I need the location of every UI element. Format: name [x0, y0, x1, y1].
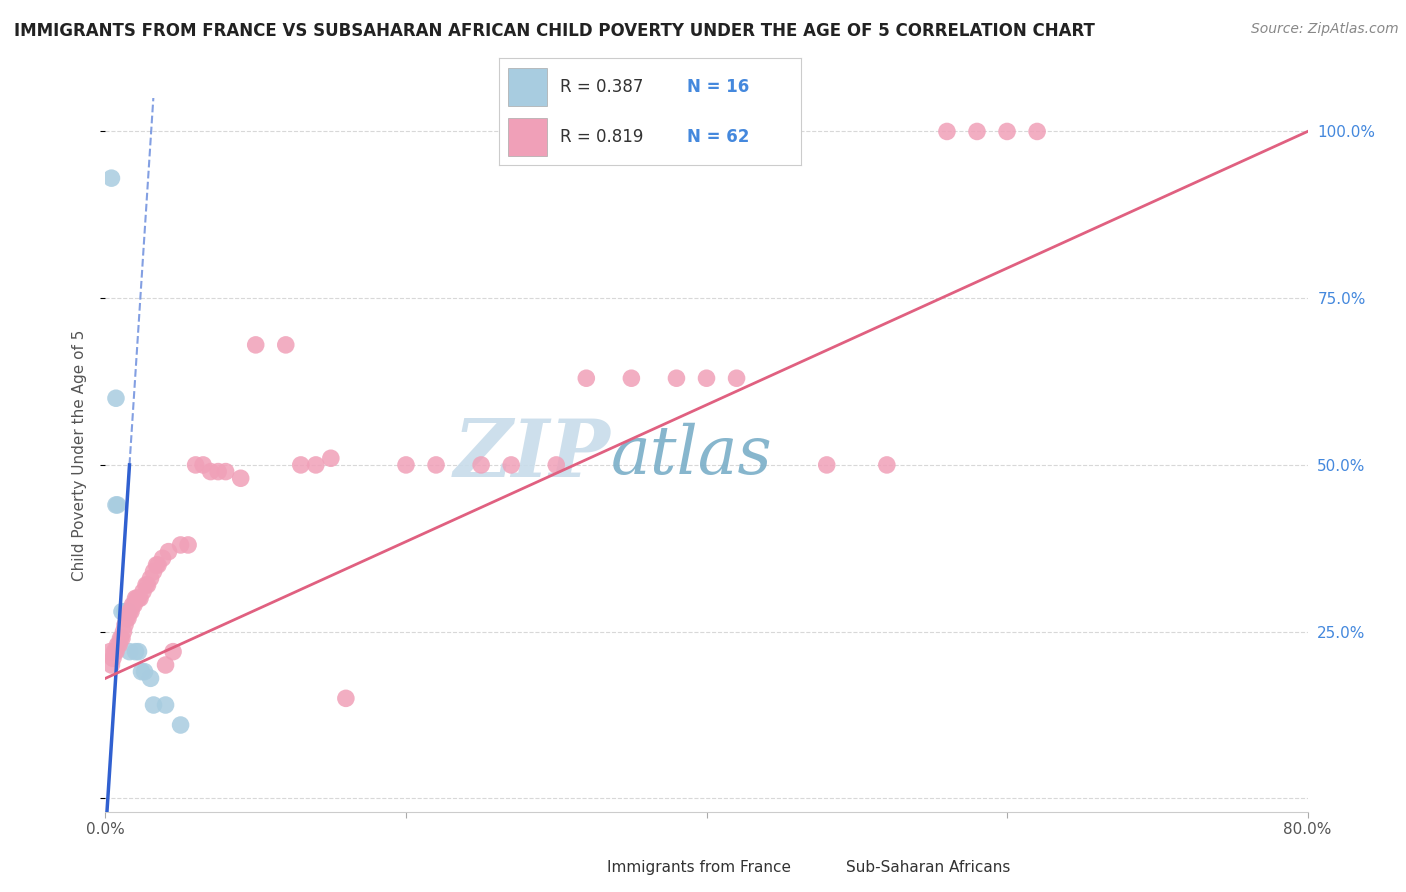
Point: [665, 371, 688, 385]
FancyBboxPatch shape: [508, 118, 547, 156]
Point: [696, 371, 718, 385]
Text: N = 62: N = 62: [686, 128, 749, 146]
Point: [142, 698, 165, 712]
Point: [114, 605, 136, 619]
Point: [108, 638, 131, 652]
Point: [191, 458, 214, 472]
Point: [118, 605, 141, 619]
Text: N = 16: N = 16: [686, 78, 749, 95]
Point: [155, 698, 177, 712]
Text: Sub-Saharan Africans: Sub-Saharan Africans: [846, 860, 1011, 874]
Point: [111, 605, 134, 619]
Point: [101, 651, 124, 665]
Point: [142, 565, 165, 579]
Point: [815, 458, 838, 472]
Point: [177, 538, 200, 552]
Point: [131, 665, 153, 679]
Point: [107, 498, 129, 512]
Point: [145, 558, 167, 572]
Point: [104, 391, 127, 405]
Point: [876, 458, 898, 472]
Point: [425, 458, 447, 472]
Point: [132, 584, 155, 599]
Point: [470, 458, 492, 472]
Point: [114, 618, 136, 632]
Point: [162, 645, 184, 659]
Text: ZIP: ZIP: [454, 417, 610, 493]
Point: [117, 611, 139, 625]
Point: [112, 624, 135, 639]
Point: [395, 458, 418, 472]
Point: [120, 605, 142, 619]
Point: [135, 578, 157, 592]
Text: Immigrants from France: Immigrants from France: [607, 860, 792, 874]
Point: [274, 338, 297, 352]
Point: [184, 458, 207, 472]
Point: [305, 458, 328, 472]
Point: [128, 591, 150, 606]
Point: [207, 465, 229, 479]
Text: atlas: atlas: [610, 422, 772, 488]
Point: [155, 658, 177, 673]
Point: [1026, 124, 1049, 138]
Point: [104, 498, 127, 512]
Point: [128, 645, 150, 659]
Point: [115, 611, 138, 625]
Point: [98, 645, 121, 659]
Point: [319, 451, 342, 466]
Point: [169, 718, 191, 732]
Point: [104, 645, 127, 659]
FancyBboxPatch shape: [508, 68, 547, 106]
Point: [501, 458, 523, 472]
Point: [290, 458, 312, 472]
Text: R = 0.819: R = 0.819: [560, 128, 643, 146]
Point: [118, 645, 141, 659]
Point: [122, 598, 145, 612]
Point: [121, 598, 143, 612]
Point: [229, 471, 252, 485]
Point: [575, 371, 598, 385]
Point: [169, 538, 191, 552]
Point: [124, 591, 146, 606]
Point: [152, 551, 174, 566]
Point: [146, 558, 169, 572]
Point: [139, 671, 162, 685]
Text: R = 0.387: R = 0.387: [560, 78, 643, 95]
Point: [725, 371, 748, 385]
Point: [335, 691, 357, 706]
Point: [134, 665, 156, 679]
Point: [110, 632, 132, 646]
Y-axis label: Child Poverty Under the Age of 5: Child Poverty Under the Age of 5: [72, 329, 87, 581]
Point: [100, 171, 122, 186]
Point: [245, 338, 267, 352]
Point: [129, 591, 152, 606]
Point: [107, 638, 129, 652]
Point: [125, 591, 148, 606]
Point: [103, 645, 125, 659]
Point: [214, 465, 236, 479]
Point: [136, 578, 159, 592]
Text: IMMIGRANTS FROM FRANCE VS SUBSAHARAN AFRICAN CHILD POVERTY UNDER THE AGE OF 5 CO: IMMIGRANTS FROM FRANCE VS SUBSAHARAN AFR…: [14, 22, 1095, 40]
Point: [124, 645, 146, 659]
Point: [620, 371, 643, 385]
Point: [995, 124, 1018, 138]
Point: [966, 124, 988, 138]
Point: [117, 605, 139, 619]
Text: Source: ZipAtlas.com: Source: ZipAtlas.com: [1251, 22, 1399, 37]
Point: [100, 658, 122, 673]
Point: [111, 632, 134, 646]
Point: [546, 458, 568, 472]
Point: [200, 465, 222, 479]
Point: [157, 544, 180, 558]
Point: [936, 124, 959, 138]
Point: [139, 571, 162, 585]
